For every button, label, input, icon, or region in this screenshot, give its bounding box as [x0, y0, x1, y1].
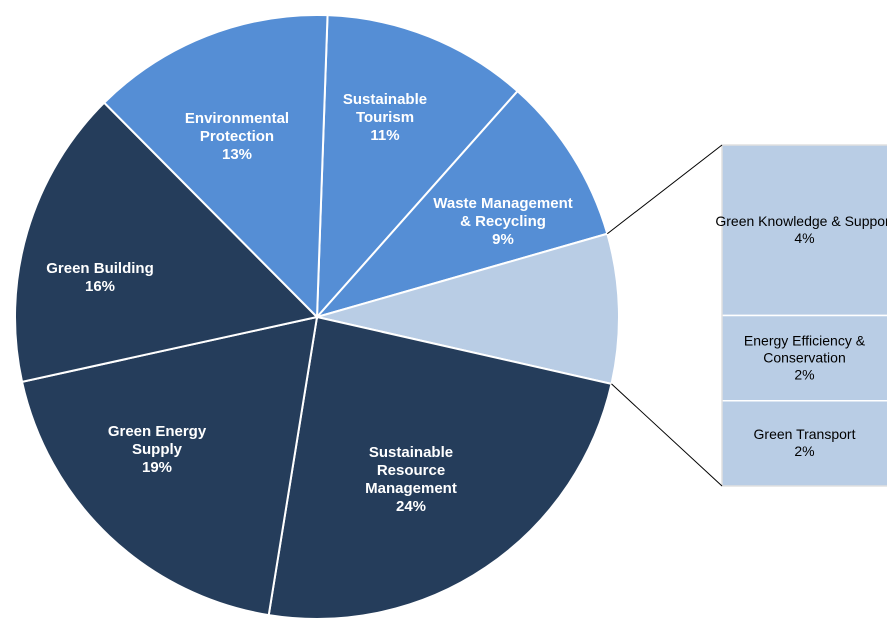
slice-name: Environmental Protection: [184, 110, 290, 145]
bar-segment: [721, 144, 887, 317]
bar-name: Energy Efficiency & Conservation: [743, 332, 866, 366]
bar-shadow: [721, 144, 887, 487]
bar-name: Green Transport: [753, 426, 856, 443]
bar-label: Green Transport 2%: [712, 426, 887, 460]
pie-slice: [316, 232, 620, 386]
slice-label: Sustainable Resource Management 24%: [356, 444, 466, 516]
bar-value: 2%: [794, 366, 815, 383]
slice-label: Sustainable Tourism 11%: [330, 91, 440, 145]
pie-slice: [313, 89, 609, 319]
slice-name: Green Building: [46, 260, 154, 277]
slice-name: Sustainable Tourism: [342, 91, 428, 126]
slice-value: 19%: [141, 459, 173, 476]
slice-value: 16%: [84, 278, 116, 295]
slice-label: Green Energy Supply 19%: [97, 423, 217, 477]
bar-name: Green Knowledge & Support: [715, 213, 887, 230]
slice-label: Green Building 16%: [30, 260, 170, 296]
connector: [606, 144, 723, 235]
connector: [611, 383, 723, 487]
pie-slice: [20, 315, 319, 617]
slice-name: Waste Management & Recycling: [433, 195, 573, 230]
pie-slice: [14, 101, 319, 384]
pie-slice: [315, 14, 519, 320]
pie-slice: [102, 14, 329, 320]
slice-name: Sustainable Resource Management: [365, 444, 457, 497]
slice-label: Environmental Protection 13%: [177, 110, 297, 164]
bar-value: 4%: [794, 230, 815, 247]
slice-label: Waste Management & Recycling 9%: [431, 195, 576, 249]
bar-value: 2%: [794, 443, 815, 460]
bar-label: Green Knowledge & Support 4%: [712, 213, 887, 247]
slice-name: Green Energy Supply: [107, 423, 207, 458]
bar-segment: [721, 400, 887, 487]
bar-label: Energy Efficiency & Conservation 2%: [712, 333, 887, 384]
slice-value: 24%: [395, 498, 427, 515]
slice-value: 9%: [492, 231, 514, 248]
slice-value: 11%: [370, 127, 400, 144]
slice-value: 13%: [221, 146, 253, 163]
